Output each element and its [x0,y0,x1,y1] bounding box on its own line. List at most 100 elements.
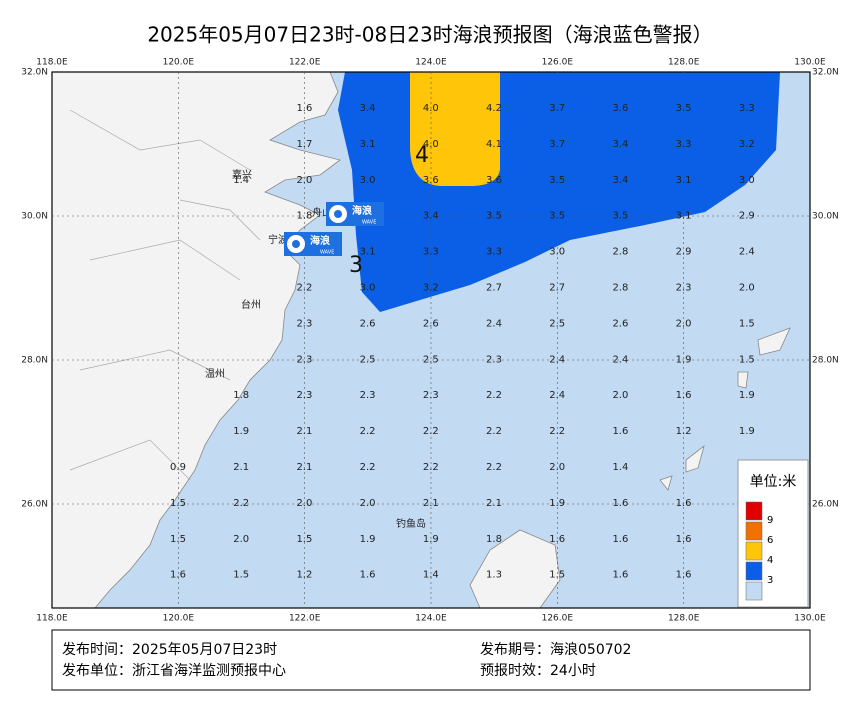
wave-height: 2.8 [612,283,628,294]
lon-label: 124.0E [415,58,447,68]
islands [659,327,791,491]
wave-height: 1.6 [676,534,692,545]
wave-height: 2.0 [739,283,755,294]
wave-height: 1.9 [739,426,755,437]
wave-height: 2.5 [549,318,565,329]
logo-sub: WAVE [362,220,376,226]
wave-height: 3.4 [423,211,439,222]
lat-label: 28.0N [812,356,839,366]
mainland [52,72,341,608]
logo-sub: WAVE [320,250,334,256]
wave-height: 2.0 [360,498,376,509]
wave-height: 2.1 [296,426,312,437]
lon-label: 122.0E [289,58,321,68]
wave-height: 2.3 [296,390,312,401]
lon-label: 126.0E [542,614,574,624]
wave-height: 3.5 [486,211,502,222]
wave-height: 3.5 [612,211,628,222]
lon-label: 120.0E [163,58,195,68]
wave-height: 3.6 [486,175,502,186]
lon-label: 120.0E [163,614,195,624]
legend-swatch [745,561,763,581]
wave-height: 1.6 [676,390,692,401]
wave-height: 2.4 [486,318,502,329]
wave-height: 2.0 [676,318,692,329]
footer-text: 预报时效：24小时 [480,663,596,679]
wave-height: 1.5 [739,354,755,365]
legend-swatch [745,501,763,521]
wave-height: 1.5 [233,570,249,581]
wave-height: 2.9 [676,247,692,258]
wave-height: 2.5 [423,354,439,365]
wave-height: 2.2 [360,426,376,437]
wave-height: 2.7 [486,283,502,294]
wave-height: 2.7 [549,283,565,294]
logo-icon [334,210,342,218]
lon-label: 128.0E [668,614,700,624]
title: 2025年05月07日23时-08日23时海浪预报图（海浪蓝色警报） [147,23,712,47]
wave-height: 2.8 [612,247,628,258]
logo-text: 海浪 [310,234,330,247]
wave-height: 2.6 [612,318,628,329]
wave-height: 1.8 [296,211,312,222]
wave-zone-4 [410,72,500,186]
lat-label: 32.0N [812,68,839,78]
wave-height: 2.2 [486,390,502,401]
lon-label: 128.0E [668,58,700,68]
wave-height: 1.6 [612,534,628,545]
wave-height: 3.5 [549,175,565,186]
wave-height: 2.3 [360,390,376,401]
legend: 单位:米 9 6 4 3 [737,459,809,608]
wave-height: 2.0 [296,498,312,509]
wave-height: 2.2 [233,498,249,509]
wave-height: 2.5 [360,354,376,365]
wave-height: 1.9 [233,426,249,437]
place-label: 钓鱼岛 [396,517,426,530]
wave-height: 1.6 [170,570,186,581]
wave-height: 4.0 [423,139,439,150]
lon-label: 130.0E [794,614,826,624]
wave-height: 1.6 [612,498,628,509]
wave-height: 1.8 [233,390,249,401]
wave-height: 3.5 [549,211,565,222]
wave-height: 3.0 [739,175,755,186]
logo-icon [292,240,300,248]
wave-height: 3.1 [676,211,692,222]
wave-height: 3.3 [486,247,502,258]
wave-height: 3.0 [360,283,376,294]
wave-height: 2.2 [423,462,439,473]
wave-height: 2.3 [296,354,312,365]
wave-height: 2.3 [486,354,502,365]
wave-height: 1.5 [170,498,186,509]
wave-height: 2.9 [739,211,755,222]
wave-height: 3.3 [423,247,439,258]
wave-height: 1.9 [360,534,376,545]
wave-height: 2.2 [423,426,439,437]
wave-height: 1.5 [170,534,186,545]
place-label: 台州 [241,298,261,311]
wave-height: 2.4 [549,354,565,365]
wave-height: 2.2 [486,462,502,473]
wave-height: 1.4 [423,570,439,581]
place-label: 宁波 [268,233,288,246]
wave-height: 3.0 [549,247,565,258]
lat-label: 30.0N [21,212,48,222]
wave-height: 4.2 [486,103,502,114]
wave-height: 2.1 [486,498,502,509]
wave-height: 0.9 [170,462,186,473]
wave-height: 3.4 [612,139,628,150]
wave-height: 1.6 [612,570,628,581]
wave-height: 1.6 [676,570,692,581]
wave-height: 1.5 [296,534,312,545]
wave-height: 2.2 [549,426,565,437]
logo-text: 海浪 [352,204,372,217]
wave-height: 2.3 [676,283,692,294]
lat-label: 30.0N [812,212,839,222]
wave-height: 2.3 [423,390,439,401]
wave-height: 2.6 [423,318,439,329]
province-borders [69,109,261,481]
footer-text: 发布期号：海浪050702 [480,642,631,658]
lon-label: 124.0E [415,614,447,624]
wave-height: 3.1 [360,247,376,258]
